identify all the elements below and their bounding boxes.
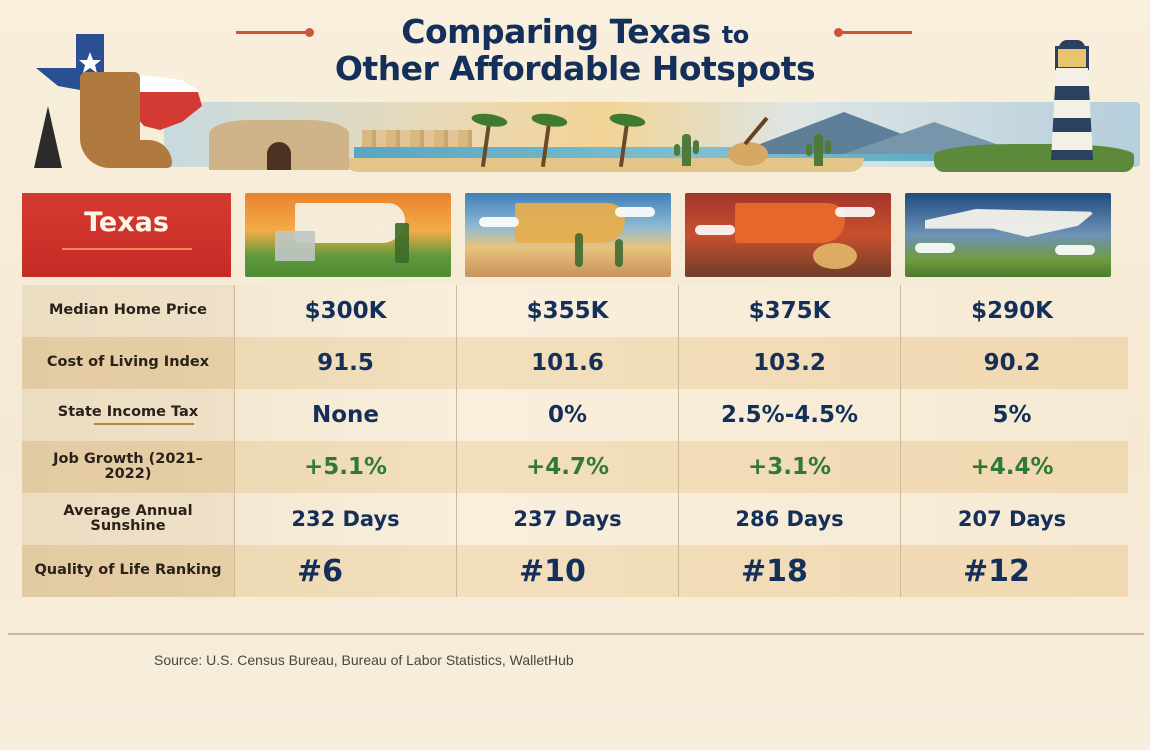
value-col3: #18 xyxy=(679,545,901,597)
value-col4: #12 xyxy=(963,553,1030,589)
city-buildings-icon xyxy=(275,231,315,261)
row-label-wrap: State Income Tax xyxy=(22,389,235,441)
row-label: Job Growth (2021–2022) xyxy=(22,441,235,493)
value-texas: None xyxy=(235,389,457,441)
value-col4: 90.2 xyxy=(983,350,1041,376)
column-header-label: Texas xyxy=(84,207,169,238)
value-texas: $300K xyxy=(235,285,457,337)
cowboy-boot-icon xyxy=(80,72,172,168)
value-col3: $375K xyxy=(679,285,901,337)
oil-derrick-icon xyxy=(34,106,62,168)
label-underline xyxy=(94,423,194,426)
row-label: Median Home Price xyxy=(22,285,235,337)
cactus-icon xyxy=(674,134,699,166)
column-header-image-red-canyon xyxy=(685,193,891,277)
value-col4: 5% xyxy=(992,402,1032,428)
title-line2: Other Affordable Hotspots xyxy=(334,48,816,88)
table-row-cost-of-living: Cost of Living Index 91.5 101.6 103.2 90… xyxy=(22,337,1128,389)
value-col3: 286 Days xyxy=(679,493,901,545)
row-label: State Income Tax xyxy=(57,403,199,420)
banner: Comparing Texas to Other Affordable Hots… xyxy=(0,0,1150,185)
value-col3: 103.2 xyxy=(679,337,901,389)
column-header-image-florida-city-palms xyxy=(245,193,451,277)
value-texas: 232 Days xyxy=(235,493,457,545)
value-col2: 101.6 xyxy=(457,337,679,389)
cloud-icon xyxy=(695,225,735,235)
emblem-icon xyxy=(813,243,857,269)
table-row-median-home-price: Median Home Price $300K $355K $375K $290… xyxy=(22,285,1128,337)
value-texas: 91.5 xyxy=(235,337,457,389)
value-texas: +5.1% xyxy=(235,441,457,493)
beach-sand xyxy=(344,158,864,172)
source-note: Source: U.S. Census Bureau, Bureau of La… xyxy=(154,652,574,668)
palm-tree-icon xyxy=(395,223,409,263)
column-header-image-desert-cactus xyxy=(465,193,671,277)
value-col2: 237 Days xyxy=(457,493,679,545)
row-label: Average Annual Sunshine xyxy=(22,493,235,545)
page-title: Comparing Texas to Other Affordable Hots… xyxy=(0,12,1150,88)
city-skyline-icon xyxy=(362,130,472,150)
table-row-job-growth: Job Growth (2021–2022) +5.1% +4.7% +3.1%… xyxy=(22,441,1128,493)
column-header-image-north-carolina xyxy=(905,193,1111,277)
value-col2: 0% xyxy=(457,389,679,441)
table-header-row: Texas xyxy=(22,193,1128,277)
cloud-icon xyxy=(835,207,875,217)
value-col4: +4.4% xyxy=(970,454,1054,480)
value-col4: $290K xyxy=(971,298,1053,324)
column-header-texas: Texas xyxy=(22,193,231,277)
title-line1: Comparing Texas xyxy=(401,12,711,51)
cloud-icon xyxy=(479,217,519,227)
alamo-icon xyxy=(209,120,349,170)
comparison-table: Texas Median Home Price xyxy=(22,193,1128,597)
lighthouse-icon xyxy=(1045,40,1099,160)
value-col2: #10 xyxy=(457,545,679,597)
coastal-greenery xyxy=(934,144,1134,172)
guitar-icon xyxy=(728,142,768,166)
cloud-icon xyxy=(615,207,655,217)
cactus-icon xyxy=(806,134,831,166)
state-outline-icon xyxy=(925,209,1095,237)
table-row-sunshine: Average Annual Sunshine 232 Days 237 Day… xyxy=(22,493,1128,545)
title-decoration-right xyxy=(834,28,912,37)
value-col3: 2.5%-4.5% xyxy=(679,389,901,441)
row-label: Quality of Life Ranking xyxy=(22,545,235,597)
cloud-icon xyxy=(915,243,955,253)
title-line1-small: to xyxy=(721,21,749,49)
state-outline-icon xyxy=(735,203,845,243)
footer-divider xyxy=(8,633,1144,635)
cloud-icon xyxy=(1055,245,1095,255)
table-row-quality-of-life: Quality of Life Ranking #6 #10 #18 #12 xyxy=(22,545,1128,597)
title-decoration-left xyxy=(236,28,314,37)
table-row-state-income-tax: State Income Tax None 0% 2.5%-4.5% 5% xyxy=(22,389,1128,441)
value-col4: 207 Days xyxy=(957,507,1067,531)
state-outline-icon xyxy=(515,203,625,243)
value-texas: #6 xyxy=(235,545,457,597)
value-col3: +3.1% xyxy=(679,441,901,493)
cactus-icon xyxy=(615,239,623,267)
banner-scene xyxy=(14,92,1140,180)
cactus-icon xyxy=(575,233,583,267)
header-underline xyxy=(61,248,192,250)
value-col2: $355K xyxy=(457,285,679,337)
value-col2: +4.7% xyxy=(457,441,679,493)
row-label: Cost of Living Index xyxy=(22,337,235,389)
